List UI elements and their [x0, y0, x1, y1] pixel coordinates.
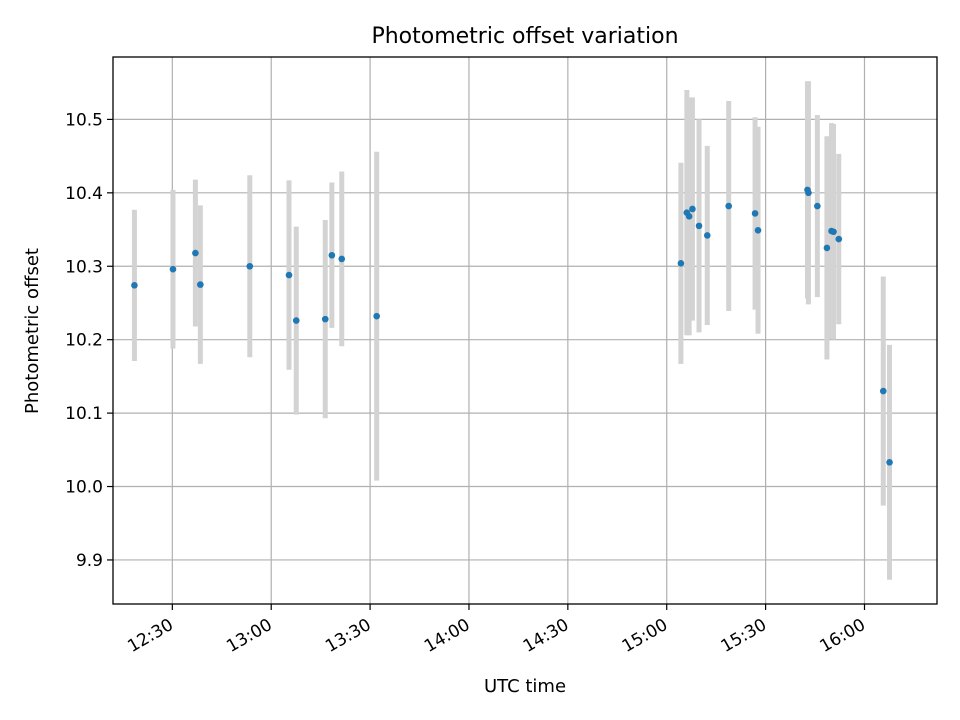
y-tick-label: 10.0 [65, 478, 103, 498]
data-point [321, 315, 329, 323]
plot-frame [112, 56, 938, 605]
y-tick-label: 10.3 [65, 257, 103, 277]
data-point [754, 226, 762, 234]
data-point [677, 260, 685, 267]
x-axis-label: UTC time [484, 676, 566, 697]
data-point [695, 222, 703, 230]
data-point [805, 189, 812, 197]
data-point [246, 262, 254, 270]
data-point [373, 312, 380, 320]
chart-title: Photometric offset variation [371, 24, 678, 49]
data-point [338, 255, 346, 263]
y-tick-label: 10.5 [65, 110, 103, 130]
data-point [823, 244, 831, 252]
data-point [814, 202, 821, 210]
data-point [131, 282, 138, 289]
data-point [703, 232, 711, 239]
data-point [879, 387, 887, 395]
data-point [689, 205, 696, 213]
data-point [751, 210, 759, 217]
data-point [169, 265, 177, 273]
y-axis-label: Photometric offset [22, 248, 43, 414]
data-point [830, 228, 837, 236]
data-point [886, 458, 893, 466]
data-points [131, 186, 893, 466]
data-point [292, 317, 300, 324]
data-point [285, 271, 293, 279]
data-point [197, 281, 204, 288]
y-tick-label: 9.9 [76, 551, 103, 571]
data-point [725, 202, 732, 210]
data-point [685, 213, 693, 220]
y-tick-label: 10.2 [65, 331, 103, 351]
y-tick-label: 10.4 [65, 184, 103, 204]
y-tick-label: 10.1 [65, 404, 103, 424]
data-point [328, 251, 336, 259]
data-point [192, 249, 199, 257]
data-point [835, 235, 843, 243]
